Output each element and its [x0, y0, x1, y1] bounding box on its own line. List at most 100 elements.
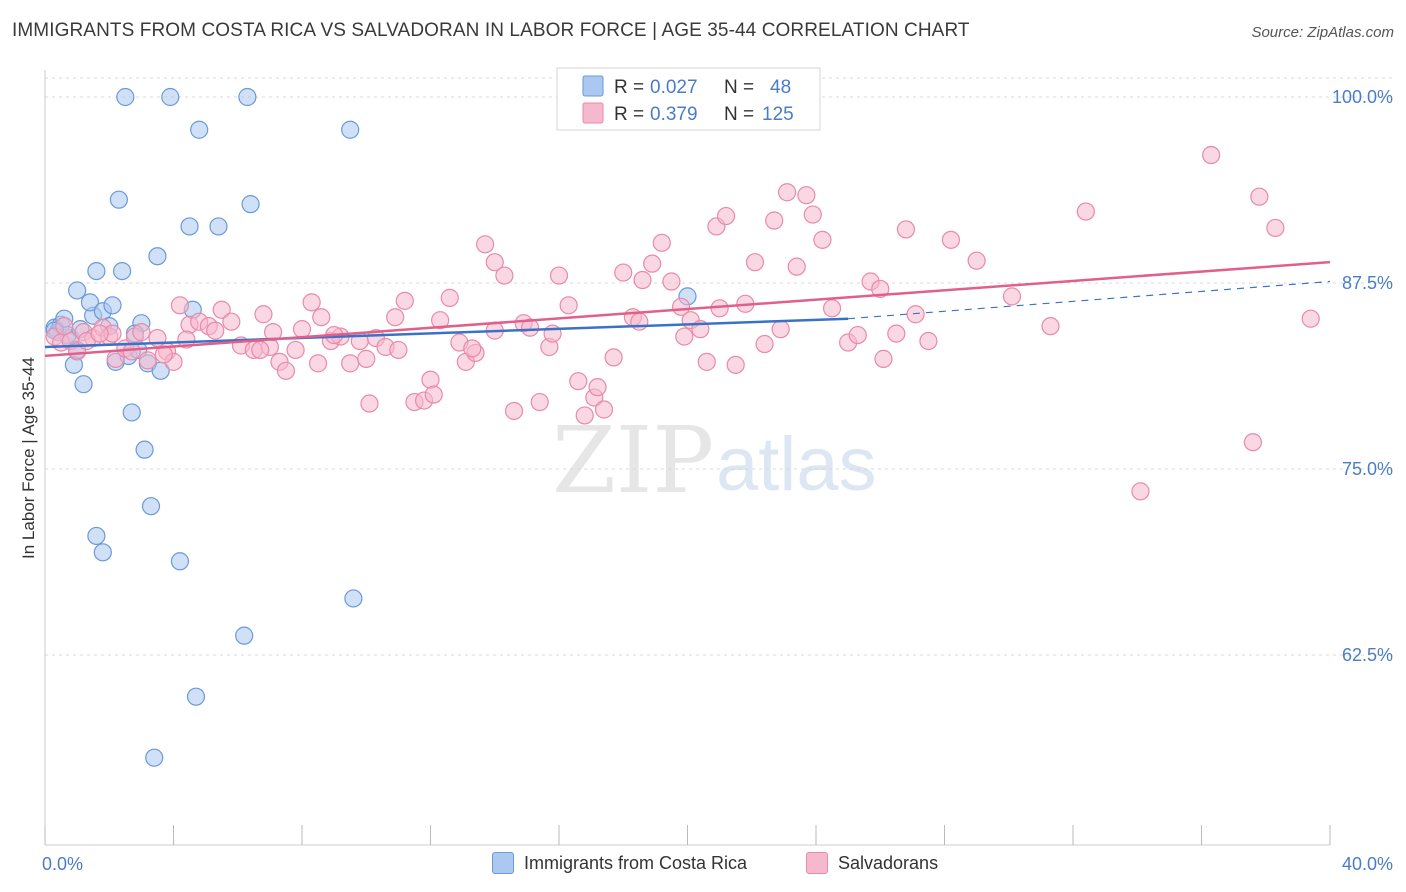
blue-point-36 [241, 195, 260, 214]
y-tick-label-1: 87.5% [1342, 273, 1393, 293]
pink-point-123 [771, 320, 790, 339]
blue-point-21 [135, 440, 154, 459]
x-axis-ticks [44, 825, 1331, 845]
legend-row2-r-label: R = [614, 104, 644, 125]
pink-point-116 [251, 340, 270, 360]
watermark-zip: ZIP [552, 407, 714, 514]
pink-point-128 [871, 279, 890, 299]
pink-point-11 [132, 323, 151, 342]
pink-point-40 [395, 291, 414, 310]
legend-row2-r-value: 0.379 [650, 104, 698, 125]
legend-pink-swatch [582, 102, 604, 124]
pink-point-52 [504, 401, 524, 421]
pink-point-120 [630, 312, 649, 331]
pink-point-124 [55, 317, 74, 336]
pink-point-118 [543, 324, 562, 343]
pink-point-113 [122, 342, 141, 361]
x-tick-label-1: 40.0% [1342, 854, 1393, 874]
pink-point-30 [302, 293, 321, 312]
y-tick-label-3: 62.5% [1342, 645, 1393, 665]
pink-point-64 [614, 263, 633, 282]
pink-point-63 [604, 348, 623, 367]
blue-point-16 [112, 261, 132, 281]
pink-point-111 [206, 321, 225, 340]
pink-point-95 [967, 251, 986, 270]
y-axis-tick-labels: 100.0% 87.5% 75.0% 62.5% [1332, 87, 1393, 665]
pink-point-76 [726, 355, 745, 374]
blue-point-23 [141, 497, 161, 516]
pink-point-29 [292, 320, 312, 339]
pink-point-21 [222, 312, 241, 331]
pink-point-36 [360, 394, 379, 413]
legend-row2-n-value: 125 [762, 104, 794, 125]
pink-point-67 [643, 254, 662, 273]
chart-title: IMMIGRANTS FROM COSTA RICA VS SALVADORAN… [12, 20, 970, 41]
x-tick-label-0: 0.0% [42, 854, 83, 874]
blue-point-42 [145, 748, 164, 767]
source-label: Source: ZipAtlas.com [1251, 24, 1394, 41]
pink-point-24 [254, 305, 273, 324]
pink-point-12 [138, 351, 157, 370]
pink-point-80 [765, 211, 784, 230]
blue-point-7 [74, 375, 93, 394]
pink-point-121 [675, 327, 694, 346]
legend-row1-r-value: 0.027 [650, 77, 698, 98]
legend-row1-n-value: 48 [770, 77, 791, 98]
pink-point-87 [848, 325, 867, 345]
blue-point-35 [238, 87, 257, 107]
pink-point-97 [1041, 317, 1060, 336]
pink-point-43 [421, 370, 440, 389]
trend-line-pink [44, 260, 1331, 358]
legend-bottom: Immigrants from Costa Rica Salvadorans [0, 848, 1406, 882]
pink-point-83 [797, 186, 816, 205]
legend-row1-r-label: R = [614, 77, 644, 98]
legend-label-costa-rica: Immigrants from Costa Rica [524, 852, 748, 873]
pink-point-101 [1243, 433, 1263, 452]
blue-point-30 [190, 120, 209, 139]
pink-point-129 [312, 308, 331, 327]
trend-line-blue-dashed [848, 280, 1331, 320]
pink-point-31 [308, 354, 328, 373]
blue-point-14 [103, 296, 122, 315]
watermark-atlas: atlas [716, 422, 877, 507]
pink-point-20 [212, 300, 231, 319]
legend-top: R = 0.027 N = 48 R = 0.379 N = 125 [556, 67, 821, 131]
legend-row1-n-label: N = [724, 77, 754, 98]
pink-point-106 [424, 385, 443, 404]
pink-point-39 [386, 308, 405, 327]
legend-item-costa-rica: Immigrants from Costa Rica [492, 852, 747, 874]
blue-point-24 [148, 247, 167, 266]
pink-point-66 [633, 270, 652, 290]
pink-point-62 [594, 400, 614, 419]
pink-point-127 [822, 299, 842, 318]
pink-point-68 [652, 233, 671, 252]
pink-point-93 [919, 331, 938, 351]
pink-point-44 [431, 311, 450, 330]
blue-point-26 [87, 526, 106, 546]
y-axis-label: In Labor Force | Age 35-44 [19, 357, 38, 559]
pink-point-96 [1002, 287, 1022, 306]
blue-point-38 [341, 120, 360, 139]
legend-item-salvadorans: Salvadorans [806, 852, 938, 874]
pink-point-69 [662, 272, 681, 291]
pink-point-104 [1301, 309, 1320, 328]
blue-point-27 [93, 543, 112, 562]
pink-point-102 [1250, 187, 1269, 206]
pink-point-89 [874, 349, 893, 368]
legend-swatch-blue [492, 852, 514, 874]
pink-point-57 [549, 266, 569, 285]
blue-point-10 [80, 293, 100, 312]
pink-point-28 [286, 340, 305, 360]
pink-point-79 [755, 334, 774, 354]
pink-point-54 [520, 318, 540, 337]
pink-point-82 [787, 257, 806, 276]
x-axis-tick-labels: 0.0% 40.0% [42, 854, 1393, 874]
pink-point-105 [463, 339, 482, 358]
y-tick-label-0: 100.0% [1332, 87, 1393, 107]
blue-point-11 [87, 261, 106, 281]
pink-point-55 [530, 392, 549, 412]
pink-point-117 [357, 349, 376, 368]
y-tick-label-2: 75.0% [1342, 459, 1393, 479]
legend-blue-swatch [582, 75, 604, 97]
pink-point-81 [777, 183, 797, 202]
